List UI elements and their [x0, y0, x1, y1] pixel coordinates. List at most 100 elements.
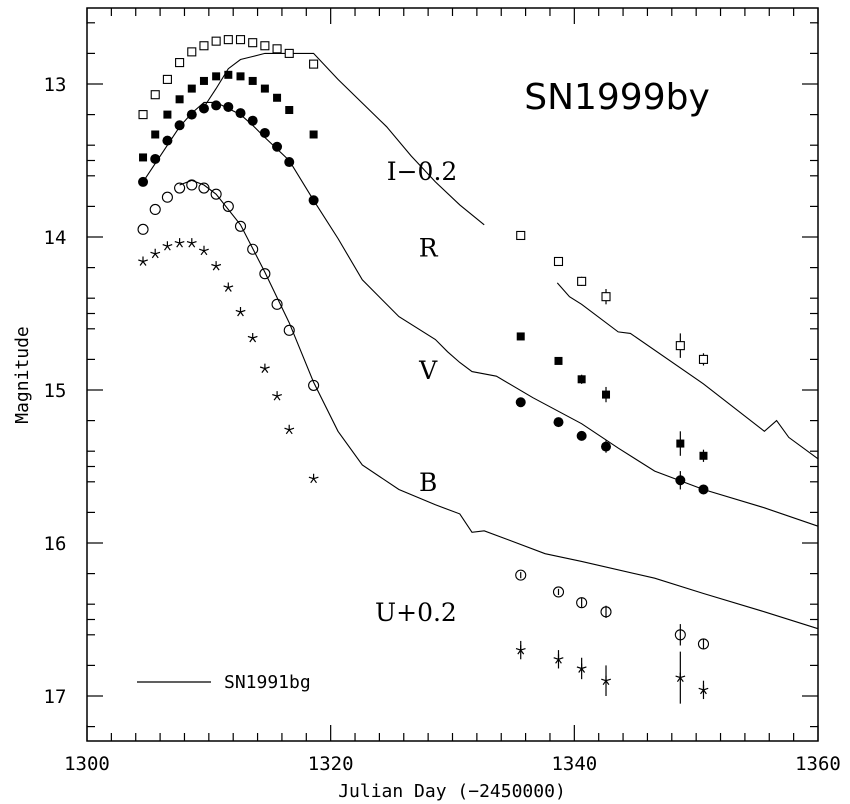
v-band-point — [698, 484, 709, 495]
i-band-point — [260, 41, 270, 51]
band-labels: I−0.2 R V B U+0.2 — [375, 157, 457, 627]
v-band-point — [272, 141, 283, 152]
r-band-point — [309, 130, 318, 139]
x-tick-label: 1360 — [795, 753, 841, 775]
i-band-point — [553, 256, 564, 267]
i-band-point — [577, 276, 587, 286]
y-tick-label: 16 — [44, 533, 67, 555]
r-band-point — [199, 76, 208, 85]
u-band-point — [199, 245, 209, 256]
i-band-point — [272, 44, 282, 54]
r-band-point — [260, 84, 269, 93]
b-band-point — [149, 203, 161, 216]
v-band-point — [675, 475, 686, 486]
b-band-point — [552, 586, 565, 598]
i-band-point — [211, 36, 221, 46]
b-band-point — [198, 182, 210, 194]
y-axis-title: Magnitude — [12, 326, 33, 424]
r-band-point — [248, 76, 257, 85]
i-band-point — [516, 230, 526, 241]
b-band-point — [697, 638, 710, 650]
v-band-point — [235, 108, 246, 119]
x-axis-title: Julian Day (−2450000) — [338, 781, 566, 802]
u-band-point — [162, 241, 173, 251]
i-band-point — [187, 47, 197, 57]
chart-title: SN1999by — [524, 77, 710, 118]
b-band-point — [161, 191, 173, 203]
b-band-point — [271, 298, 283, 310]
band-label: V — [418, 356, 438, 385]
i-band-point — [138, 110, 148, 120]
u-band-point — [308, 473, 319, 484]
r-band-point — [224, 70, 233, 79]
tick-labels: 1300 1320 1340 1360 13 14 15 16 17 — [44, 74, 841, 775]
r-band-point — [699, 451, 708, 460]
b-band-point — [210, 188, 222, 200]
v-band-point — [515, 397, 526, 408]
v-band-point — [308, 195, 319, 206]
i-band-point — [150, 90, 160, 100]
r-band-point — [151, 130, 160, 139]
u-band-point — [174, 238, 185, 248]
r-band-point — [139, 153, 148, 162]
u-band-point — [515, 645, 526, 655]
i-band-point — [162, 74, 172, 84]
i-band-point — [223, 35, 233, 45]
y-tick-label: 17 — [44, 686, 67, 708]
r-band-point — [577, 375, 586, 384]
band-label: R — [419, 234, 439, 263]
template-curve — [179, 179, 819, 630]
u-band-point — [576, 663, 587, 673]
i-band-point — [175, 58, 185, 68]
i-band-point — [309, 59, 319, 69]
u-band-point — [235, 307, 246, 317]
v-band-point — [576, 430, 587, 441]
v-band-point — [198, 103, 209, 114]
b-band-point — [259, 268, 271, 280]
r-band-point — [602, 390, 611, 399]
u-band-point — [553, 654, 564, 664]
b-band-point — [600, 606, 612, 618]
r-band-point — [273, 93, 282, 102]
u-band-point — [211, 261, 222, 271]
u-band-point — [259, 363, 270, 373]
r-band-point — [554, 356, 563, 365]
band-label: U+0.2 — [375, 598, 457, 627]
b-band-point — [234, 220, 247, 232]
u-band-point — [601, 675, 611, 686]
r-band-point — [285, 106, 294, 115]
v-band-point — [138, 176, 149, 187]
v-band-point — [601, 441, 612, 452]
v-band-point — [553, 417, 564, 428]
r-band-point — [187, 84, 196, 93]
v-band-point — [186, 109, 197, 120]
v-band-point — [174, 120, 185, 131]
u-band-point — [272, 391, 282, 401]
i-band-point — [698, 354, 709, 364]
b-band-point — [515, 569, 527, 581]
template-curves — [142, 52, 819, 630]
v-band-point — [223, 101, 234, 112]
i-band-point — [675, 341, 685, 351]
axis-ticks — [86, 8, 819, 741]
i-band-point — [601, 292, 611, 302]
v-band-point — [162, 135, 173, 146]
r-band-point — [676, 439, 685, 448]
b-band-point — [308, 379, 320, 391]
r-band-point — [175, 95, 184, 104]
u-band-point — [284, 424, 295, 435]
b-band-point — [186, 179, 198, 191]
i-band-point — [248, 38, 258, 48]
b-band-point — [222, 200, 234, 212]
b-band-point — [137, 223, 149, 235]
y-tick-label: 14 — [44, 227, 67, 249]
u-band-point — [247, 333, 258, 343]
b-band-point — [576, 597, 588, 609]
template-curve — [142, 101, 819, 527]
r-band-point — [516, 332, 525, 341]
r-band-point — [212, 72, 221, 81]
u-band-point — [186, 238, 197, 248]
b-band-point — [283, 324, 295, 336]
v-band-point — [247, 115, 258, 126]
